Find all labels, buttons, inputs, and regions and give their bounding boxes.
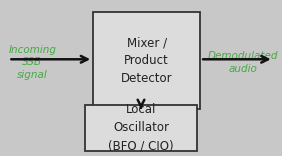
Bar (93, 12, 200, 109)
Text: Demodulated
audio: Demodulated audio (207, 51, 278, 74)
Text: Mixer /
Product
Detector: Mixer / Product Detector (121, 36, 173, 85)
Bar (85, 105, 197, 151)
Text: Local
Oscillator
(BFO / CIO): Local Oscillator (BFO / CIO) (108, 103, 174, 152)
Text: Incoming
SSB
signal: Incoming SSB signal (8, 45, 56, 80)
